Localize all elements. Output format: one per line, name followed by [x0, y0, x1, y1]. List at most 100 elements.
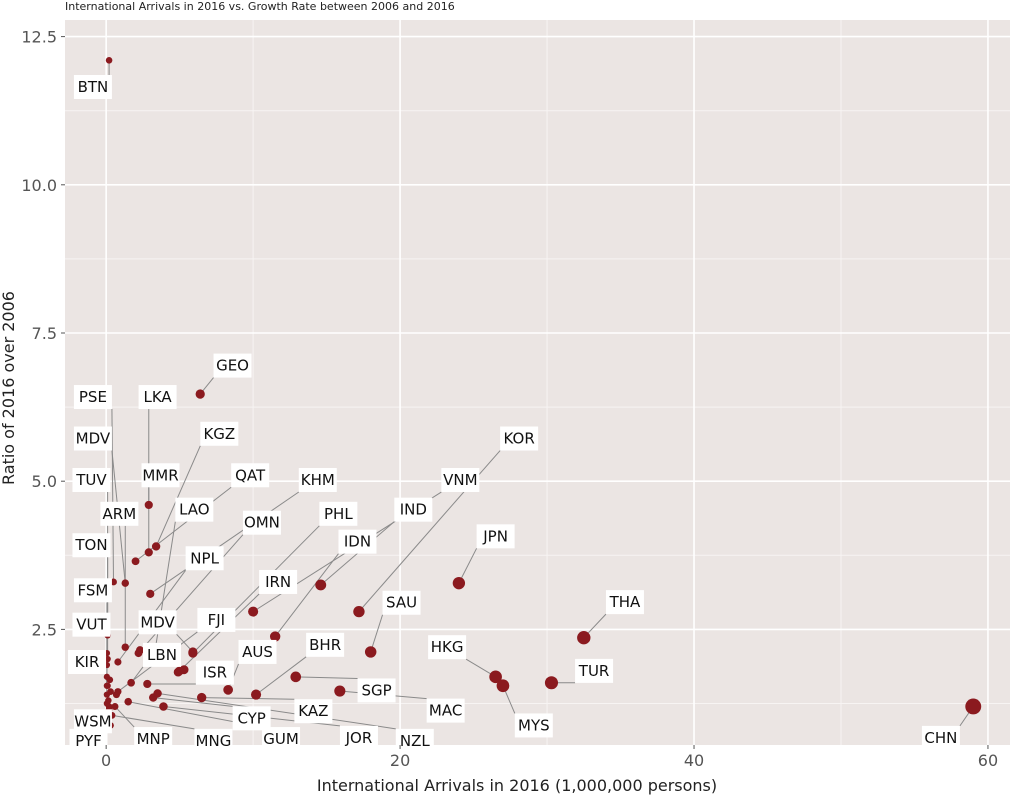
label-box: [73, 385, 112, 410]
x-tick-label: 0: [101, 751, 111, 770]
data-point: [105, 57, 113, 64]
label-box: [175, 497, 214, 522]
data-point: [544, 676, 559, 690]
leader-line: [255, 656, 307, 696]
label-box: [197, 607, 236, 632]
leader-line: [153, 697, 233, 707]
point-label: FJI: [208, 611, 225, 629]
point-label: THA: [609, 593, 641, 611]
point-label: VUT: [76, 616, 107, 634]
leader-line: [111, 714, 195, 730]
point-label: PSE: [79, 388, 107, 406]
label-box: [72, 468, 111, 493]
plot-panel: [65, 20, 1010, 745]
point-label: TON: [74, 536, 107, 554]
point-label: AUS: [242, 643, 273, 661]
point-label: MNG: [196, 732, 232, 750]
data-point: [121, 579, 129, 587]
label-box: [428, 635, 467, 660]
data-point: [103, 673, 111, 680]
point-label: MYS: [518, 716, 550, 734]
label-box: [605, 590, 644, 615]
x-tick-label: 60: [978, 751, 998, 770]
data-point: [151, 542, 161, 551]
x-tick-label: 20: [390, 751, 410, 770]
label-box: [73, 578, 112, 603]
label-box: [339, 725, 378, 750]
label-box: [213, 353, 252, 378]
leader-line: [179, 593, 260, 672]
label-box: [68, 650, 107, 675]
label-box: [259, 569, 298, 594]
data-point: [159, 702, 168, 711]
data-point: [577, 631, 591, 645]
data-point: [452, 577, 466, 590]
data-point: [315, 579, 327, 591]
label-box: [476, 524, 515, 549]
data-point: [269, 631, 281, 642]
point-label: VNM: [443, 471, 477, 489]
data-point: [248, 606, 259, 617]
point-label: LAO: [179, 501, 210, 519]
label-box: [73, 74, 112, 99]
data-point: [489, 670, 502, 684]
leader-line: [155, 445, 201, 547]
leader-line: [274, 553, 339, 637]
label-box: [394, 497, 433, 522]
data-point: [146, 589, 155, 598]
leader-line: [149, 491, 300, 595]
data-point: [496, 679, 510, 693]
point-label: GEO: [216, 357, 249, 375]
data-point: [134, 649, 143, 658]
label-box: [141, 463, 180, 488]
point-labels: BTN GEO PSE LKA MDV KGZ TUV MMR QAT KHM KOR VNM ARM L…: [68, 74, 960, 753]
point-label: CHN: [924, 729, 957, 747]
label-box: [338, 529, 377, 554]
point-label: SGP: [361, 681, 391, 699]
point-label: ARM: [103, 505, 137, 523]
label-box: [195, 660, 234, 685]
point-label: SAU: [386, 594, 417, 612]
label-box: [426, 698, 465, 723]
label-box: [298, 468, 337, 493]
data-point: [127, 678, 135, 687]
point-label: NPL: [190, 549, 219, 567]
point-label: KIR: [75, 653, 100, 671]
data-point: [223, 685, 233, 695]
label-box: [69, 728, 108, 753]
data-point: [290, 671, 302, 683]
data-point: [353, 605, 365, 618]
point-label: PYF: [75, 732, 102, 750]
x-axis-title: International Arrivals in 2016 (1,000,00…: [317, 776, 717, 795]
data-point: [111, 702, 119, 710]
data-point: [144, 548, 153, 557]
leader-line: [157, 692, 396, 730]
point-label: IDN: [344, 533, 371, 551]
point-label: BTN: [78, 78, 109, 96]
point-label: NZL: [400, 732, 430, 750]
data-point: [143, 679, 152, 689]
label-box: [238, 639, 277, 664]
point-label: MDV: [76, 430, 111, 448]
label-box: [921, 725, 960, 750]
data-point: [131, 557, 140, 566]
point-label: LBN: [147, 646, 177, 664]
point-label: JPN: [482, 527, 508, 545]
label-box: [242, 510, 281, 535]
data-point: [124, 697, 132, 706]
label-box: [138, 385, 177, 410]
label-box: [500, 426, 539, 451]
point-label: MMR: [142, 466, 178, 484]
data-point: [197, 692, 207, 703]
label-box: [200, 421, 239, 446]
label-box: [441, 468, 480, 493]
leader-line: [458, 548, 478, 584]
data-point: [175, 666, 185, 676]
y-axis-ticks: 2.5 5.0 7.5 10.0 12.5: [21, 28, 65, 639]
label-box: [100, 501, 139, 526]
data-point: [153, 689, 162, 698]
label-box: [575, 658, 614, 683]
y-axis-title: Ratio of 2016 over 2006: [0, 291, 18, 485]
label-box: [231, 463, 270, 488]
